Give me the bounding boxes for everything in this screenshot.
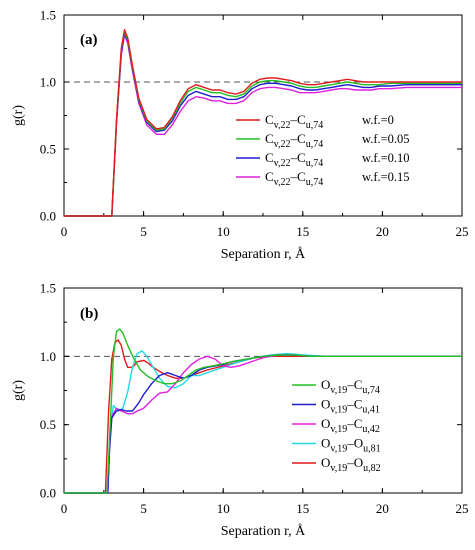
- series-line-0: [64, 29, 462, 217]
- y-tick-label: 1.0: [40, 75, 56, 90]
- panel-a: 0 5 10 15 20 25 0.0 0.5 1.0 1.5 Separation r, Å g(r…: [11, 8, 469, 263]
- x-tick-label: 25: [456, 224, 469, 239]
- x-tick-label: 20: [376, 224, 389, 239]
- series-line-1: [64, 30, 462, 217]
- x-tick-label: 0: [61, 501, 68, 516]
- x-tick-label: 25: [456, 501, 469, 516]
- legend-label-3: Ov,19–Ou,81: [321, 436, 381, 455]
- legend-label-4: Ov,19–Ou,82: [321, 455, 381, 474]
- legend-label-1: Cv,22–Cu,74: [265, 131, 323, 150]
- series-line-4: [64, 339, 462, 494]
- series-line-2: [64, 354, 462, 494]
- y-axis-title: g(r): [11, 380, 26, 401]
- panel-label: (b): [80, 306, 98, 322]
- legend-label-3: Cv,22–Cu,74: [265, 169, 323, 188]
- x-tick-label: 20: [376, 501, 389, 516]
- legend-label-2: Cv,22–Cu,74: [265, 150, 323, 169]
- legend-label-0: Ov,19–Cu,74: [321, 377, 380, 396]
- panel-label: (a): [80, 32, 98, 48]
- legend-wf-1: w.f.=0.05: [362, 132, 410, 146]
- plot-frame: [63, 287, 463, 494]
- legend-label-2: Ov,19–Cu,42: [321, 416, 380, 435]
- panel-b: 0 5 10 15 20 25 0.0 0.5 1.0 1.5 Separation r, Å g(r…: [11, 281, 469, 540]
- x-tick-label: 15: [296, 501, 309, 516]
- y-tick-label: 1.5: [40, 281, 56, 296]
- x-tick-label: 0: [61, 224, 68, 239]
- legend-wf-0: w.f.=0: [362, 113, 394, 127]
- series-line-2: [64, 31, 462, 217]
- y-tick-label: 1.5: [40, 8, 56, 23]
- y-axis-title: g(r): [11, 105, 26, 126]
- legend-label-0: Cv,22–Cu,74: [265, 112, 323, 131]
- y-tick-label: 0.0: [40, 209, 56, 224]
- x-axis-title: Separation r, Å: [221, 246, 306, 262]
- plot-frame: [63, 14, 463, 217]
- y-tick-label: 0.5: [40, 142, 56, 157]
- y-tick-label: 1.0: [40, 349, 56, 364]
- legend-wf-2: w.f.=0.10: [362, 151, 410, 165]
- y-tick-label: 0.5: [40, 417, 56, 432]
- series-line-0: [64, 328, 462, 494]
- series-line-1: [64, 354, 462, 494]
- legend-label-1: Ov,19–Cu,41: [321, 397, 380, 416]
- x-tick-label: 15: [296, 224, 309, 239]
- x-axis-title: Separation r, Å: [221, 523, 306, 539]
- series-line-3: [64, 34, 462, 217]
- series-line-3: [64, 350, 462, 494]
- x-tick-label: 10: [217, 224, 230, 239]
- x-tick-label: 5: [140, 224, 147, 239]
- legend-wf-3: w.f.=0.15: [362, 170, 410, 184]
- x-tick-label: 5: [140, 501, 147, 516]
- y-tick-label: 0.0: [40, 486, 56, 501]
- x-tick-label: 10: [217, 501, 230, 516]
